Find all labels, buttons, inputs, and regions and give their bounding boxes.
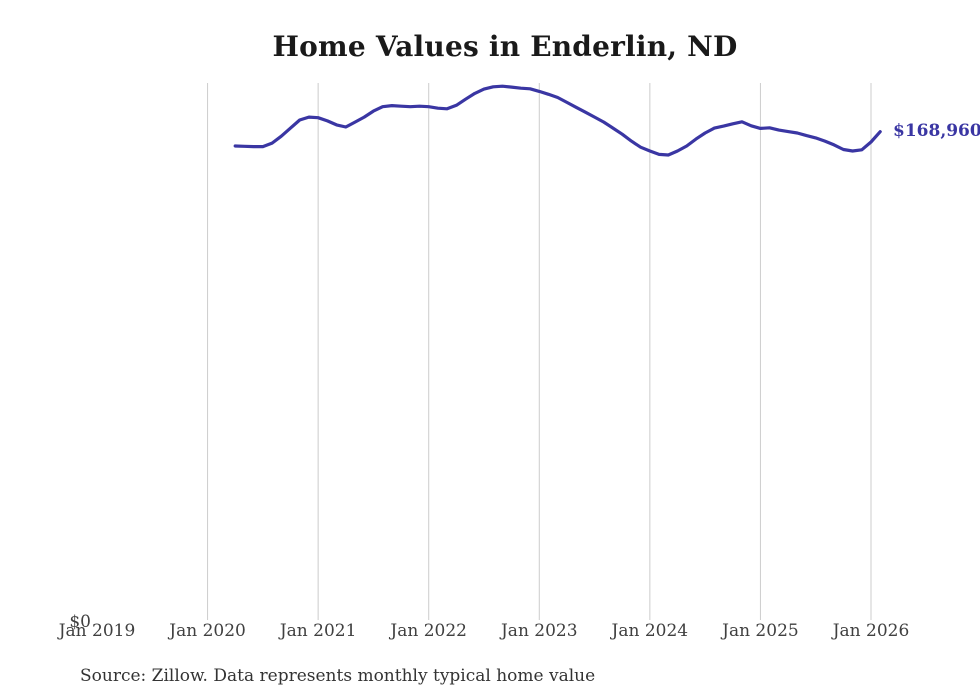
source-note: Source: Zillow. Data represents monthly … — [80, 666, 596, 686]
home-value-line — [233, 84, 882, 157]
x-tick-label: Jan 2024 — [611, 621, 689, 641]
x-tick-label: Jan 2021 — [279, 621, 357, 641]
x-tick-label: Jan 2019 — [58, 621, 136, 641]
chart-title: Home Values in Enderlin, ND — [272, 30, 738, 63]
x-tick-label: Jan 2023 — [500, 621, 578, 641]
current-value-label: $168,960 — [893, 121, 980, 141]
x-tick-label: Jan 2026 — [832, 621, 910, 641]
gridlines-group — [207, 83, 872, 620]
x-tick-label: Jan 2022 — [390, 621, 467, 641]
x-tick-label: Jan 2025 — [722, 621, 799, 641]
y-axis-zero-label: $0 — [69, 612, 91, 632]
x-tick-label: Jan 2020 — [169, 621, 246, 641]
